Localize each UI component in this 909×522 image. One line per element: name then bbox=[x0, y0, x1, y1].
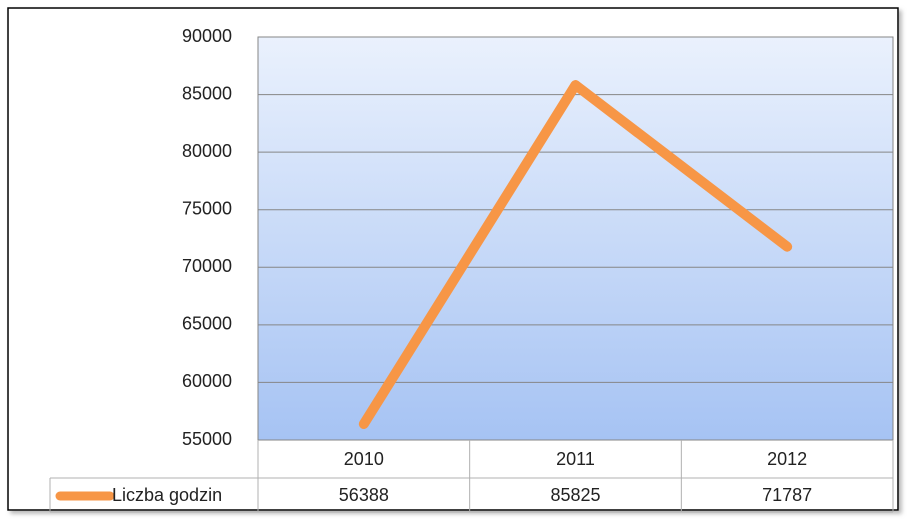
x-tick-label: 2010 bbox=[344, 449, 384, 469]
y-tick-label: 80000 bbox=[182, 141, 232, 161]
plot-area bbox=[257, 36, 894, 441]
y-tick-label: 55000 bbox=[182, 429, 232, 449]
table-value: 85825 bbox=[550, 485, 600, 505]
y-tick-label: 90000 bbox=[182, 26, 232, 46]
y-tick-label: 75000 bbox=[182, 198, 232, 218]
y-tick-label: 70000 bbox=[182, 256, 232, 276]
table-value: 71787 bbox=[762, 485, 812, 505]
table-value: 56388 bbox=[339, 485, 389, 505]
x-tick-label: 2011 bbox=[556, 449, 595, 469]
x-tick-label: 2012 bbox=[767, 449, 807, 469]
line-series bbox=[358, 80, 793, 430]
y-tick-label: 60000 bbox=[182, 371, 232, 391]
legend-label: Liczba godzin bbox=[112, 485, 222, 505]
y-tick-label: 85000 bbox=[182, 83, 232, 103]
y-tick-label: 65000 bbox=[182, 314, 232, 334]
